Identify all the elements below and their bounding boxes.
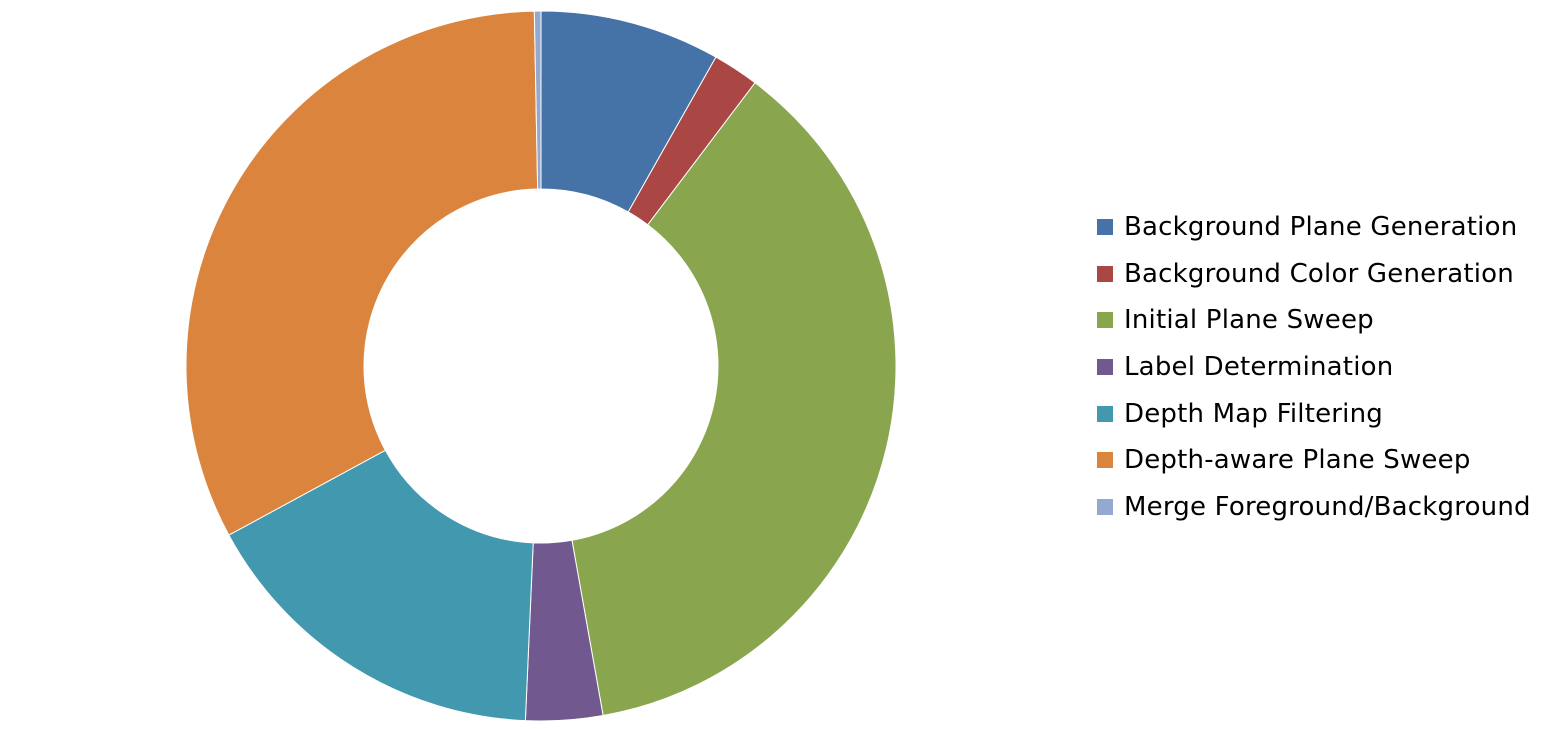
legend-label: Depth Map Filtering [1124,398,1383,429]
legend-label: Merge Foreground/Background [1124,491,1531,522]
legend-label: Label Determination [1124,352,1394,383]
legend-item-merge-foreground-background: Merge Foreground/Background [1097,484,1542,531]
legend-label: Background Color Generation [1124,258,1514,289]
legend-item-initial-plane-sweep: Initial Plane Sweep [1097,297,1542,344]
legend-item-background-plane-generation: Background Plane Generation [1097,204,1542,251]
legend-item-background-color-generation: Background Color Generation [1097,251,1542,298]
legend-label: Background Plane Generation [1124,212,1518,243]
legend-item-label-determination: Label Determination [1097,344,1542,391]
donut-slice-depth-aware-plane-sweep [185,10,539,536]
donut-slices [185,10,897,722]
donut-slice-merge-foreground-background [533,10,542,190]
legend-item-depth-map-filtering: Depth Map Filtering [1097,390,1542,437]
legend-swatch [1097,265,1113,282]
legend-swatch [1097,405,1113,422]
legend-label: Initial Plane Sweep [1124,305,1374,336]
legend-swatch [1097,219,1113,236]
legend-swatch [1097,452,1113,469]
donut-slice-depth-map-filtering [228,449,534,722]
chart-legend: Background Plane Generation Background C… [1097,204,1542,530]
legend-swatch [1097,312,1113,329]
legend-label: Depth-aware Plane Sweep [1124,445,1471,476]
legend-item-depth-aware-plane-sweep: Depth-aware Plane Sweep [1097,437,1542,484]
legend-swatch [1097,498,1113,515]
donut-slice-initial-plane-sweep [571,82,897,717]
legend-swatch [1097,359,1113,376]
